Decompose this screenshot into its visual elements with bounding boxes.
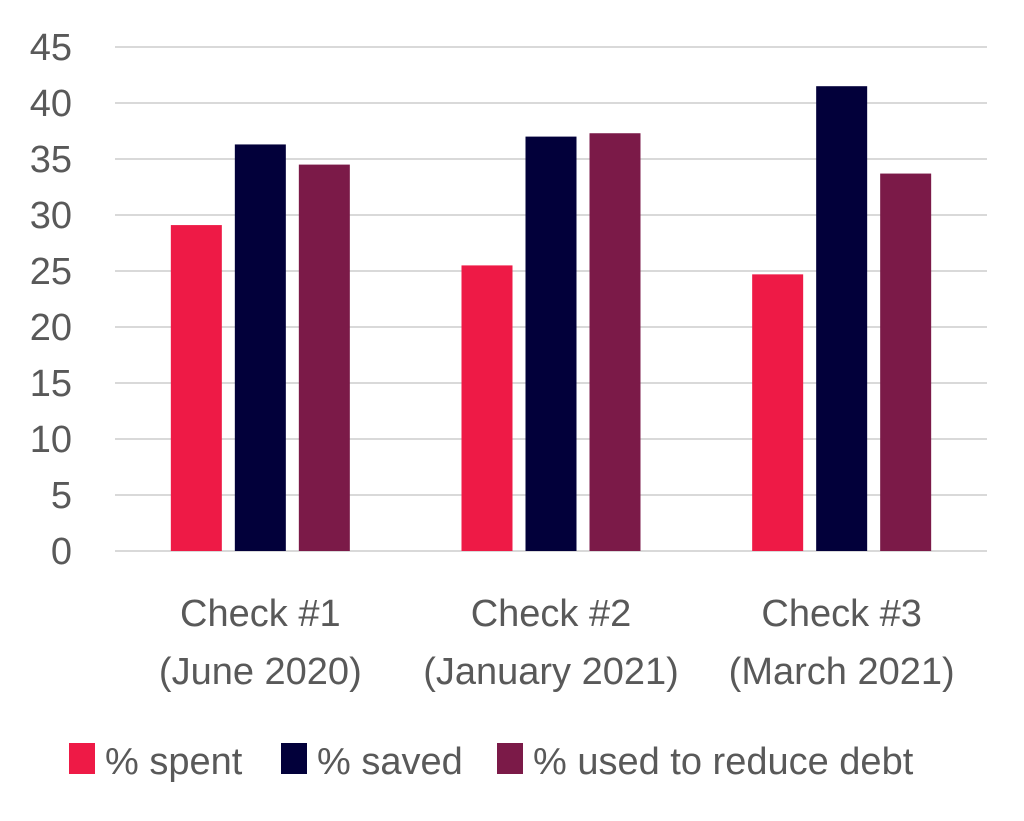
y-tick-label: 30 [30, 195, 72, 237]
legend-label: % saved [317, 741, 463, 783]
y-tick-label: 0 [51, 531, 72, 573]
legend-label: % spent [105, 741, 243, 783]
bar [170, 225, 222, 551]
bar [880, 173, 932, 551]
bar [816, 86, 868, 551]
bar [589, 133, 641, 552]
bar [298, 164, 350, 551]
y-axis-tick-labels: 0 5 10 15 20 25 30 35 40 45 [30, 27, 72, 573]
x-category-label: (March 2021) [729, 651, 955, 693]
x-category-label: Check #2 [471, 593, 632, 635]
legend-swatch [69, 743, 95, 774]
bar [752, 274, 804, 551]
x-category-label: (January 2021) [423, 651, 679, 693]
x-category-label: Check #1 [180, 593, 341, 635]
y-tick-label: 10 [30, 419, 72, 461]
bar [525, 136, 577, 551]
legend: % spent % saved % used to reduce debt [69, 741, 914, 783]
y-tick-label: 45 [30, 27, 72, 69]
y-tick-label: 25 [30, 251, 72, 293]
legend-label: % used to reduce debt [533, 741, 914, 783]
x-category-label: (June 2020) [159, 651, 362, 693]
bars [170, 86, 932, 552]
y-tick-label: 40 [30, 83, 72, 125]
legend-swatch [497, 743, 523, 774]
y-tick-label: 15 [30, 363, 72, 405]
y-tick-label: 35 [30, 139, 72, 181]
x-category-label: Check #3 [761, 593, 922, 635]
y-tick-label: 5 [51, 475, 72, 517]
bar [461, 265, 513, 551]
bar [234, 144, 286, 551]
y-tick-label: 20 [30, 307, 72, 349]
legend-swatch [281, 743, 307, 774]
x-axis-category-labels: Check #1 (June 2020) Check #2 (January 2021… [159, 593, 955, 693]
